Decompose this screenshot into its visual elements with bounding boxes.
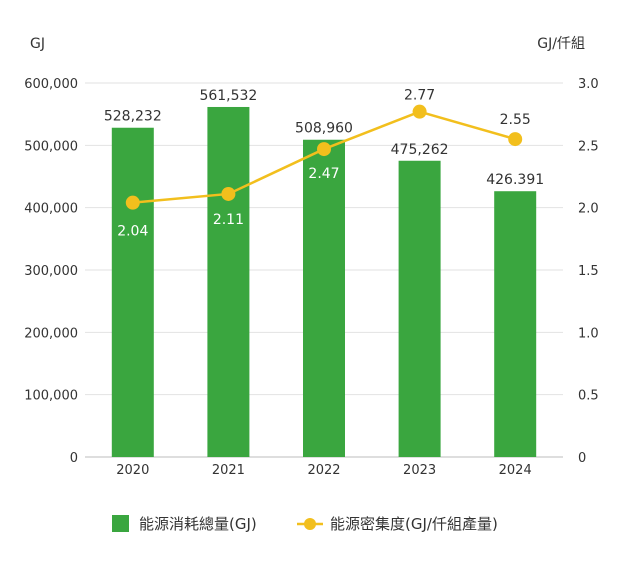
intensity-point [508,132,523,147]
x-tick-label: 2021 [212,463,245,478]
bar-value-label: 561,532 [199,88,257,104]
intensity-value-label: 2.04 [117,224,148,240]
bar-value-label: 475,262 [391,142,449,158]
intensity-value-label: 2.11 [213,212,244,228]
y-left-tick-label: 400,000 [24,202,78,217]
y-left-tick-label: 600,000 [24,77,78,92]
bar [207,106,250,457]
y-right-tick-label: 3.0 [578,77,599,92]
bar-value-label: 508,960 [295,121,353,137]
intensity-point [125,195,140,210]
bar [303,139,345,457]
y-right-unit-label: GJ/仟組 [537,36,585,52]
intensity-value-label: 2.47 [308,166,339,182]
intensity-value-label: 2.77 [404,88,435,104]
bar [494,191,537,457]
y-left-tick-label: 200,000 [24,326,78,341]
y-left-tick-label: 300,000 [24,264,78,279]
y-right-tick-label: 0 [578,451,586,466]
y-left-tick-label: 100,000 [24,389,78,404]
bar [111,127,154,458]
legend-swatch-bar [112,515,129,532]
y-right-tick-label: 1.5 [578,264,599,279]
y-right-tick-label: 1.0 [578,326,599,341]
y-left-tick-label: 500,000 [24,139,78,154]
x-tick-label: 2020 [116,463,149,478]
x-tick-label: 2023 [403,463,436,478]
bar-value-label: 528,232 [104,109,162,125]
intensity-point [317,142,331,157]
bar [398,160,441,457]
y-right-tick-label: 2.5 [578,139,599,154]
legend-label-line: 能源密集度(GJ/仟組產量) [330,515,498,533]
legend-label-bar: 能源消耗總量(GJ) [139,515,257,533]
x-tick-label: 2024 [499,463,532,478]
y-right-tick-label: 0.5 [578,389,599,404]
bar-value-label: 426.391 [486,172,544,188]
intensity-value-label: 2.55 [500,112,531,128]
y-right-tick-label: 2.0 [578,202,599,217]
intensity-point [412,104,427,119]
x-tick-label: 2022 [307,463,340,478]
intensity-point [221,186,236,201]
y-left-tick-label: 0 [70,451,78,466]
legend-swatch-marker [304,518,316,530]
y-left-unit-label: GJ [30,36,45,52]
